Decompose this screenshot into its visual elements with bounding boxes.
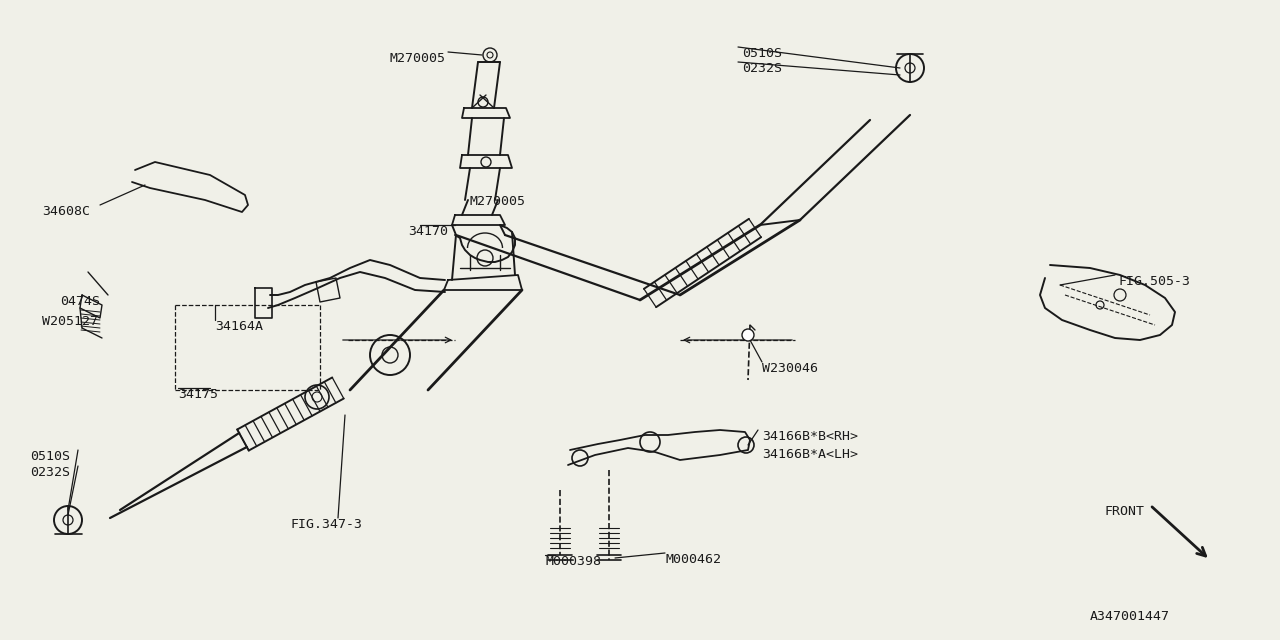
- Text: 34170: 34170: [408, 225, 448, 238]
- Text: FIG.505-3: FIG.505-3: [1117, 275, 1190, 288]
- Text: 34166B*B<RH>: 34166B*B<RH>: [762, 430, 858, 443]
- Text: 34164A: 34164A: [215, 320, 262, 333]
- Text: 34608C: 34608C: [42, 205, 90, 218]
- Text: 0232S: 0232S: [29, 466, 70, 479]
- Text: 34175: 34175: [178, 388, 218, 401]
- Text: 34166B*A<LH>: 34166B*A<LH>: [762, 448, 858, 461]
- Text: 0232S: 0232S: [742, 62, 782, 75]
- Text: W205127: W205127: [42, 315, 99, 328]
- Text: M270005: M270005: [390, 52, 445, 65]
- Text: FIG.347-3: FIG.347-3: [291, 518, 362, 531]
- Text: W230046: W230046: [762, 362, 818, 375]
- Text: 0510S: 0510S: [742, 47, 782, 60]
- Circle shape: [742, 329, 754, 341]
- Text: M270005: M270005: [470, 195, 526, 208]
- Text: A347001447: A347001447: [1091, 610, 1170, 623]
- Text: 0510S: 0510S: [29, 450, 70, 463]
- Text: 0474S: 0474S: [60, 295, 100, 308]
- Text: M000462: M000462: [666, 553, 721, 566]
- Text: M000398: M000398: [545, 555, 602, 568]
- Text: FRONT: FRONT: [1105, 505, 1146, 518]
